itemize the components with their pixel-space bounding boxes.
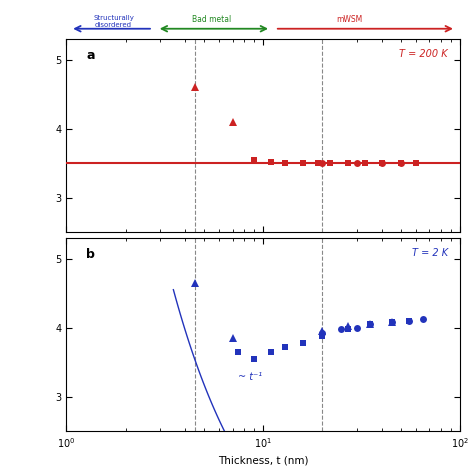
Text: b: b (86, 247, 95, 261)
Text: ~ t⁻¹: ~ t⁻¹ (238, 372, 263, 382)
X-axis label: Thickness, t (nm): Thickness, t (nm) (218, 456, 308, 465)
Text: mWSM: mWSM (337, 15, 363, 24)
Text: T = 2 K: T = 2 K (412, 247, 448, 257)
Text: Bad metal: Bad metal (192, 15, 232, 24)
Text: a: a (86, 49, 94, 62)
Text: Structurally
disordered: Structurally disordered (93, 15, 134, 28)
Text: T = 200 K: T = 200 K (400, 49, 448, 59)
